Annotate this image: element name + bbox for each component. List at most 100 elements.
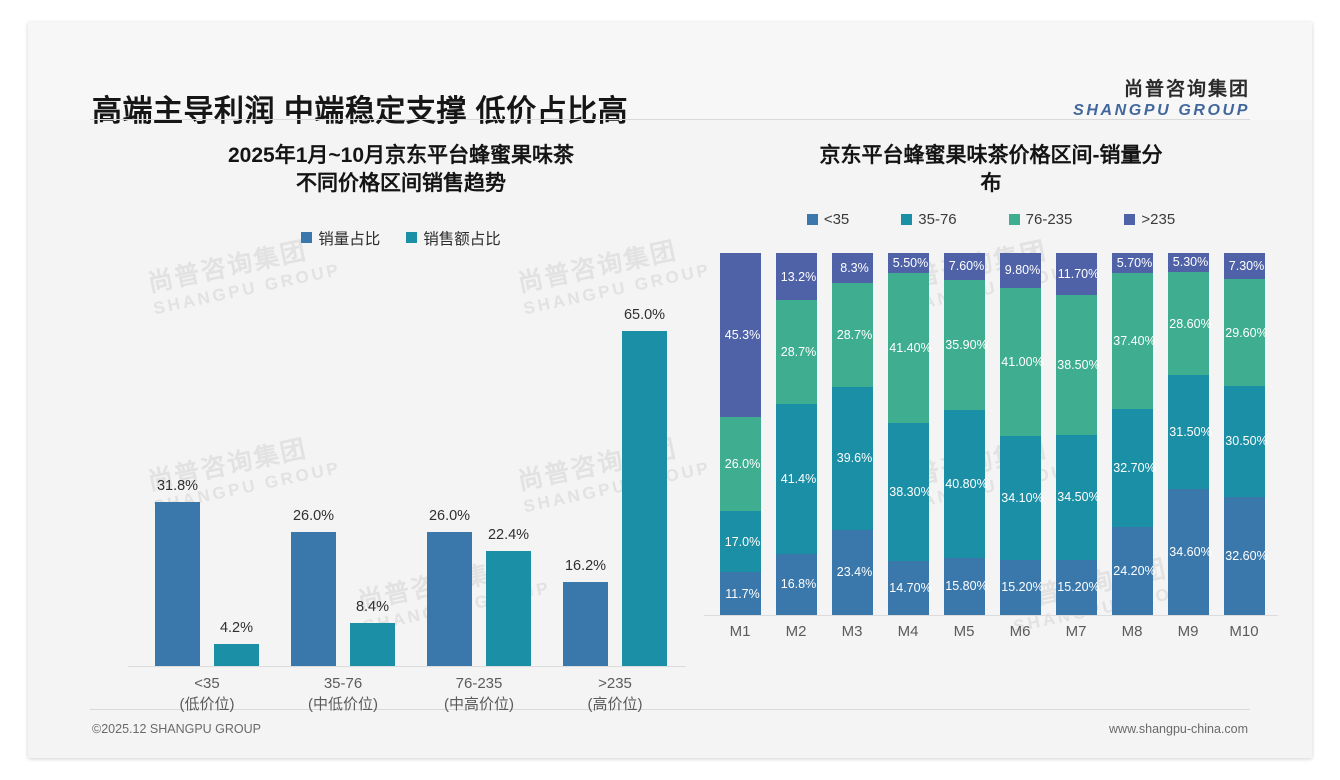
stack-segment[interactable]: 40.80% (944, 410, 988, 558)
x-tick-label: M3 (841, 622, 863, 640)
x-tick-label: M8 (1121, 622, 1143, 640)
stack-segment[interactable]: 14.70% (888, 561, 932, 615)
stack-segment[interactable]: 37.40% (1112, 273, 1156, 409)
stack-segment[interactable]: 34.10% (1000, 436, 1044, 560)
stack-segment[interactable]: 30.50% (1224, 386, 1268, 497)
bar[interactable]: 16.2% (563, 558, 608, 666)
chart-title-left: 2025年1月~10月京东平台蜂蜜果味茶 不同价格区间销售趋势 (106, 142, 696, 199)
bar[interactable]: 26.0% (291, 508, 336, 666)
stack-segment[interactable]: 34.50% (1056, 434, 1100, 560)
stacked-bar-plot: 45.3% 26.0% 17.0% 11.7% 13.2% 28.7% 41.4% 16.8%… (700, 252, 1282, 616)
stack-segment[interactable]: 23.4% (832, 529, 873, 615)
stacked-bar: 8.3% 28.7% 39.6% 23.4% (832, 252, 873, 615)
chart-panel-left: 2025年1月~10月京东平台蜂蜜果味茶 不同价格区间销售趋势 销量占比 销售额占… (106, 142, 696, 722)
legend-item[interactable]: <35 (806, 211, 849, 228)
grouped-bar-plot: 31.8% 4.2% 26.0% 8.4% 26.0% 22.4% 16.2% 65.0% (106, 267, 696, 667)
legend-swatch-icon (1008, 213, 1020, 225)
stack-segment[interactable]: 26.0% (720, 416, 761, 511)
stack-segment[interactable]: 31.50% (1168, 375, 1212, 490)
stack-segment[interactable]: 15.80% (944, 557, 988, 615)
stack-segment-label: 37.40% (1113, 334, 1156, 349)
stack-segment[interactable]: 13.2% (776, 252, 817, 301)
legend-swatch-icon (301, 232, 313, 244)
stack-segment[interactable]: 9.80% (1000, 252, 1041, 289)
stack-segment[interactable]: 38.30% (888, 422, 932, 562)
stack-segment[interactable]: 45.3% (720, 252, 761, 417)
stack-segment-label: 40.80% (945, 476, 988, 491)
legend-item[interactable]: 76-235 (1008, 211, 1072, 228)
stacked-bar: 7.30% 29.60% 30.50% 32.60% (1224, 252, 1268, 615)
stacked-bar: 7.60% 35.90% 40.80% 15.80% (944, 252, 988, 615)
stack-segment[interactable]: 29.60% (1224, 279, 1268, 387)
stack-segment[interactable]: 7.30% (1224, 252, 1265, 280)
stack-segment[interactable]: 41.4% (776, 404, 817, 554)
stack-segment-label: 17.0% (724, 534, 761, 549)
stack-segment-label: 28.60% (1169, 316, 1212, 331)
x-tick-label: M5 (953, 622, 975, 640)
stack-segment[interactable]: 41.40% (888, 272, 932, 423)
stack-segment[interactable]: 5.70% (1112, 252, 1153, 274)
stack-segment-label: 34.60% (1169, 545, 1212, 560)
stack-segment-label: 13.2% (780, 269, 817, 284)
header-divider (90, 119, 1250, 120)
stack-segment[interactable]: 34.60% (1168, 489, 1212, 615)
bar-value-label: 8.4% (355, 598, 390, 615)
legend-item[interactable]: 销售额占比 (406, 227, 501, 249)
bar[interactable]: 4.2% (214, 620, 259, 666)
bar-value-label: 26.0% (428, 507, 471, 524)
stack-segment[interactable]: 35.90% (944, 280, 988, 410)
x-tick-label: M2 (785, 622, 807, 640)
stack-segment-label: 31.50% (1169, 425, 1212, 440)
x-axis-line (128, 665, 686, 667)
stacked-bar: 13.2% 28.7% 41.4% 16.8% (776, 252, 817, 615)
x-tick-sub: (高价位) (587, 696, 643, 714)
bar[interactable]: 65.0% (622, 307, 667, 666)
legend-label: 35-76 (918, 210, 957, 228)
bar[interactable]: 31.8% (155, 478, 200, 666)
stack-segment[interactable]: 32.70% (1112, 408, 1156, 528)
stack-segment[interactable]: 16.8% (776, 553, 817, 615)
stack-segment-label: 32.70% (1113, 460, 1156, 475)
stack-segment-label: 23.4% (836, 565, 873, 580)
stack-segment[interactable]: 15.20% (1000, 559, 1044, 615)
bar-value-label: 26.0% (292, 507, 335, 524)
chart-legend-left: 销量占比 销售额占比 (106, 227, 696, 249)
stack-segment[interactable]: 28.60% (1168, 271, 1212, 376)
legend-item[interactable]: 销量占比 (301, 227, 380, 249)
stack-segment-label: 15.20% (1057, 580, 1100, 595)
footer-divider (90, 709, 1250, 710)
stack-segment[interactable]: 8.3% (832, 252, 873, 283)
slide-header: 高端主导利润 中端稳定支撑 低价占比高 尚普咨询集团 SHANGPU GROUP (28, 22, 1312, 128)
x-tick-main: <35 (194, 674, 220, 692)
stack-segment[interactable]: 24.20% (1112, 527, 1156, 615)
bar-fill (427, 531, 472, 666)
stack-segment[interactable]: 41.00% (1000, 288, 1044, 437)
bar[interactable]: 26.0% (427, 508, 472, 666)
bar[interactable]: 8.4% (350, 599, 395, 666)
legend-item[interactable]: >235 (1124, 211, 1175, 228)
chart-title-right: 京东平台蜂蜜果味茶价格区间-销量分 布 (700, 142, 1282, 199)
stack-segment-label: 41.40% (889, 340, 932, 355)
stack-segment[interactable]: 15.20% (1056, 559, 1100, 615)
stack-segment-label: 30.50% (1225, 434, 1268, 449)
stack-segment[interactable]: 38.50% (1056, 295, 1100, 435)
legend-swatch-icon (1124, 213, 1136, 225)
stack-segment[interactable]: 39.6% (832, 386, 873, 530)
stack-segment-label: 41.4% (780, 472, 817, 487)
legend-swatch-icon (406, 232, 418, 244)
stack-segment[interactable]: 5.30% (1168, 252, 1209, 272)
stack-segment[interactable]: 7.60% (944, 252, 985, 281)
stack-segment[interactable]: 17.0% (720, 510, 761, 573)
stack-segment[interactable]: 5.50% (888, 252, 929, 273)
bar-value-label: 65.0% (623, 307, 666, 324)
stack-segment[interactable]: 28.7% (776, 300, 817, 405)
stack-segment[interactable]: 11.70% (1056, 252, 1099, 296)
stack-segment-label: 38.30% (889, 485, 932, 500)
stack-segment[interactable]: 32.60% (1224, 496, 1268, 615)
stack-segment[interactable]: 28.7% (832, 282, 873, 387)
x-tick-label: <35 (低价位) (137, 673, 277, 717)
stack-segment-label: 29.60% (1225, 325, 1268, 340)
bar[interactable]: 22.4% (486, 527, 531, 666)
stack-segment[interactable]: 11.7% (720, 572, 761, 615)
legend-item[interactable]: 35-76 (901, 210, 957, 228)
